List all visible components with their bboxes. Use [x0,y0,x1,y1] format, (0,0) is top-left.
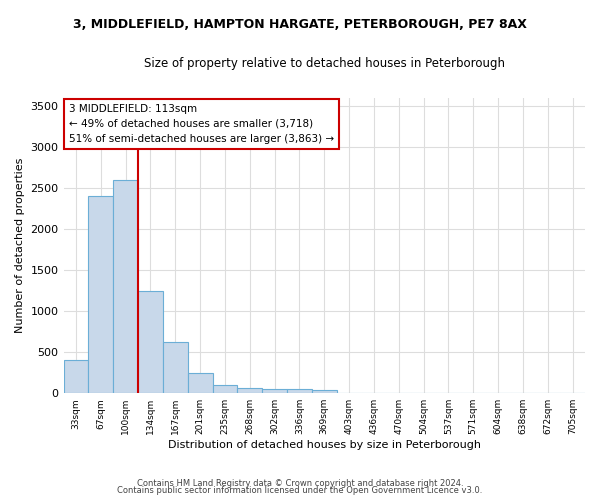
Bar [88,196,113,393]
Bar [188,372,212,393]
Bar [287,389,312,393]
Bar [113,180,138,393]
Bar [262,388,287,393]
Text: 3, MIDDLEFIELD, HAMPTON HARGATE, PETERBOROUGH, PE7 8AX: 3, MIDDLEFIELD, HAMPTON HARGATE, PETERBO… [73,18,527,30]
X-axis label: Distribution of detached houses by size in Peterborough: Distribution of detached houses by size … [168,440,481,450]
Bar [238,388,262,393]
Text: 3 MIDDLEFIELD: 113sqm
← 49% of detached houses are smaller (3,718)
51% of semi-d: 3 MIDDLEFIELD: 113sqm ← 49% of detached … [69,104,334,144]
Bar [138,290,163,393]
Bar [312,390,337,393]
Text: Contains HM Land Registry data © Crown copyright and database right 2024.: Contains HM Land Registry data © Crown c… [137,478,463,488]
Y-axis label: Number of detached properties: Number of detached properties [15,158,25,334]
Bar [163,342,188,393]
Bar [64,360,88,393]
Text: Contains public sector information licensed under the Open Government Licence v3: Contains public sector information licen… [118,486,482,495]
Title: Size of property relative to detached houses in Peterborough: Size of property relative to detached ho… [144,58,505,70]
Bar [212,385,238,393]
